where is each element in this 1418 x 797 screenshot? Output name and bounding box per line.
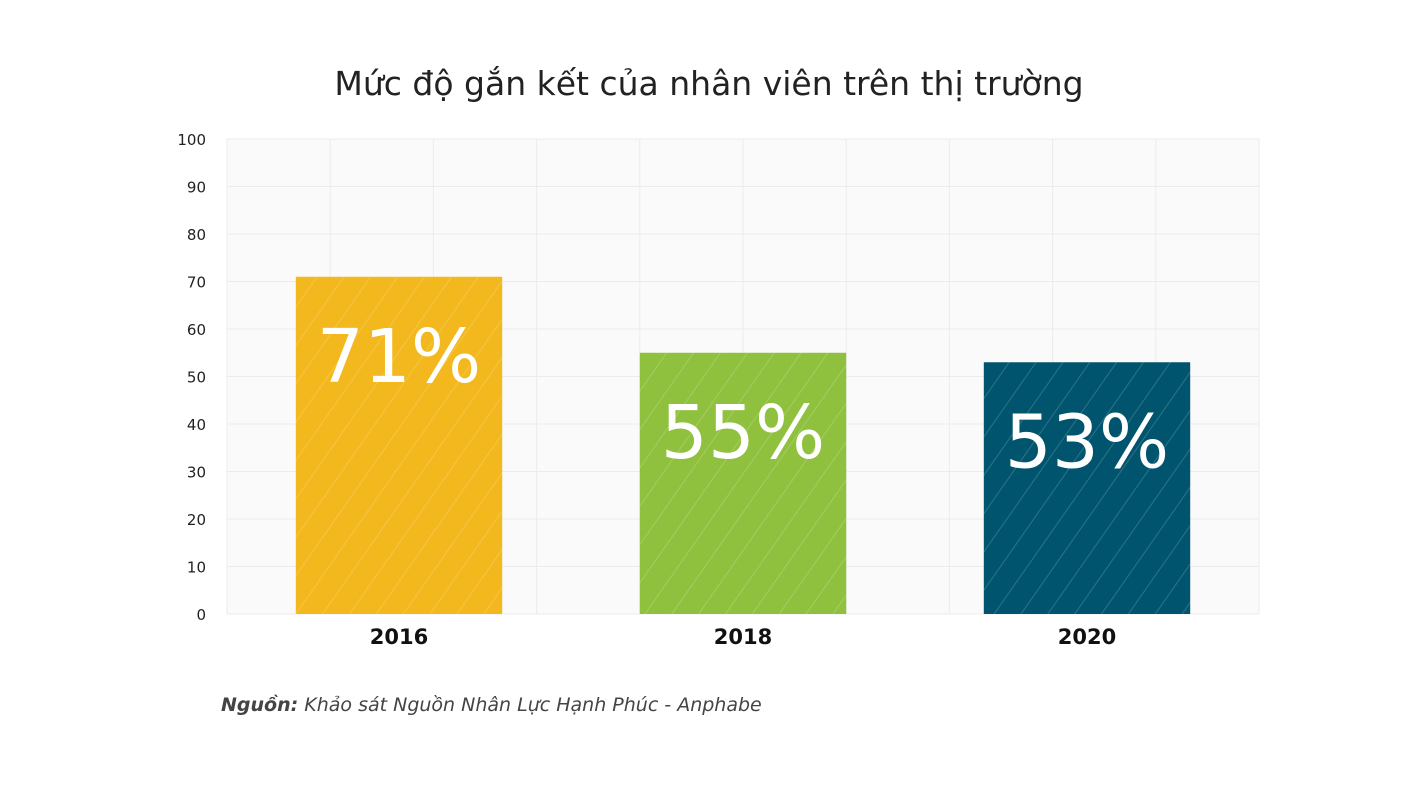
- data-label-2016: 71%: [317, 314, 481, 400]
- bar-hatch-2020: [983, 362, 1191, 614]
- y-tick-label: 50: [187, 369, 206, 387]
- y-tick-label: 80: [187, 226, 206, 244]
- bar-hatch-2018: [639, 352, 847, 614]
- x-tick-label: 2018: [714, 625, 772, 649]
- source-text: Khảo sát Nguồn Nhân Lực Hạnh Phúc - Anph…: [304, 694, 762, 716]
- y-tick-label: 10: [187, 559, 206, 577]
- y-tick-label: 70: [187, 274, 206, 292]
- y-tick-label: 40: [187, 416, 206, 434]
- chart-title: Mức độ gắn kết của nhân viên trên thị tr…: [334, 64, 1084, 103]
- x-axis-ticks: 2016 2018 2020: [370, 625, 1116, 649]
- y-tick-label: 90: [187, 179, 206, 197]
- data-labels: 71% 55% 53%: [317, 314, 1169, 486]
- x-tick-label: 2016: [370, 625, 428, 649]
- y-tick-label: 30: [187, 464, 206, 482]
- source-note: Nguồn: Khảo sát Nguồn Nhân Lực Hạnh Phúc…: [221, 694, 762, 716]
- y-tick-label: 0: [196, 606, 206, 624]
- data-label-2020: 53%: [1005, 399, 1169, 485]
- bars: [295, 276, 1191, 614]
- y-tick-label: 20: [187, 511, 206, 529]
- data-label-2018: 55%: [661, 390, 825, 476]
- bar-hatch-2016: [295, 276, 503, 614]
- y-tick-label: 60: [187, 321, 206, 339]
- y-axis-ticks: 0 10 20 30 40 50 60 70 80 90 100: [177, 131, 206, 624]
- y-tick-label: 100: [177, 131, 206, 149]
- source-label: Nguồn:: [221, 694, 299, 716]
- x-tick-label: 2020: [1058, 625, 1116, 649]
